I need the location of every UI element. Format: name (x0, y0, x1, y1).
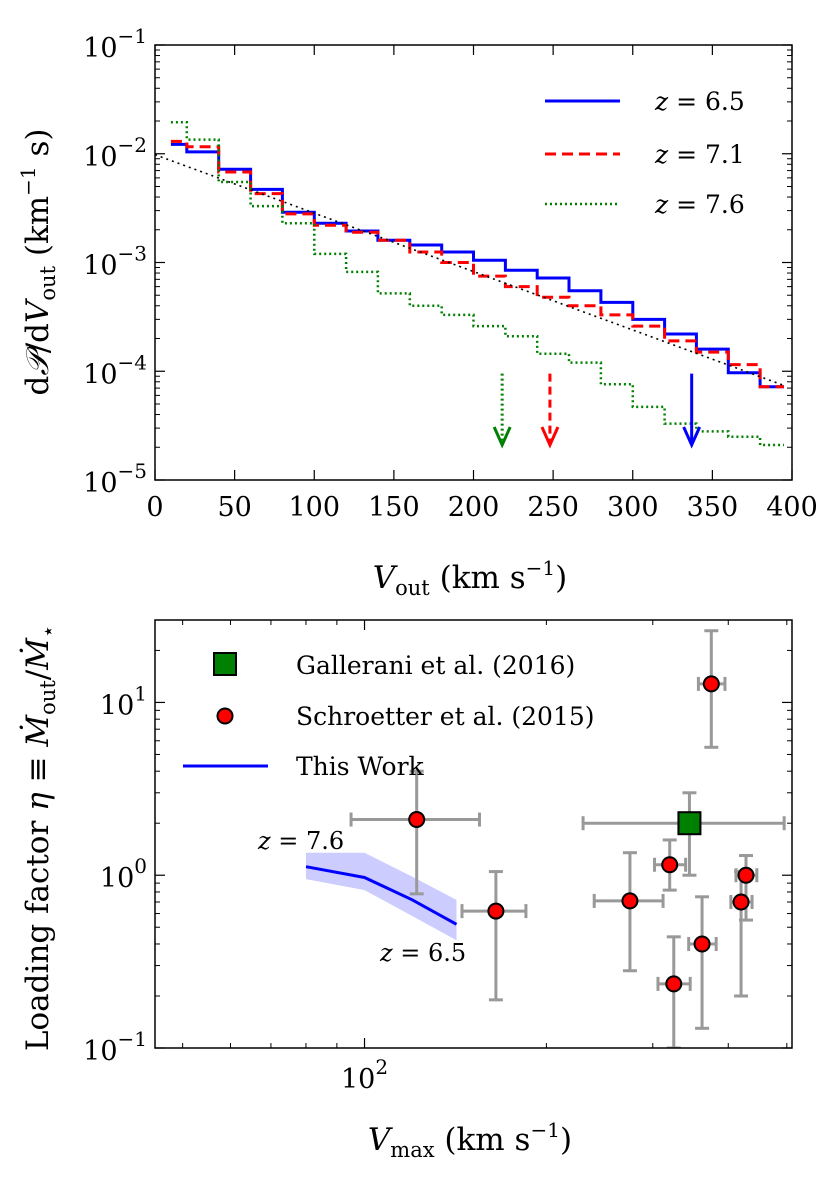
top-x-tick-label: 50 (217, 492, 251, 523)
schroetter-point-3 (661, 856, 679, 874)
top-y-tick-label: 10−4 (83, 350, 147, 390)
arrow-head-1 (540, 426, 560, 449)
top-x-tick-label: 200 (448, 492, 500, 523)
legend-label-schroetter: Schroetter et al. (2015) (296, 702, 595, 731)
bottom-axes-frame (154, 619, 793, 1049)
schroetter-point-0 (408, 811, 426, 829)
annotation-z76: z = 7.6 (257, 827, 344, 855)
top-x-tick-label: 100 (288, 492, 340, 523)
top-x-tick-label: 350 (687, 492, 739, 523)
top-panel: 0 50 100 150 200 250 300 350 400 10−1 10−2 10−3 10−4… (16, 24, 818, 600)
bottom-points-group (349, 629, 786, 1048)
legend-label-z65: z = 6.5 (654, 87, 745, 116)
bottom-y-axis-label: Loading factor η ≡ Ṁout/Ṁ⋆ (18, 625, 60, 1051)
schroetter-point-4 (665, 975, 683, 993)
annotation-z65: z = 6.5 (379, 939, 466, 967)
top-x-tick-label: 250 (527, 492, 579, 523)
legend-marker-gallerani (213, 652, 237, 676)
top-y-tick-label: 10−2 (83, 133, 147, 173)
top-x-tick-label: 150 (368, 492, 420, 523)
top-y-tick-label: 10−5 (83, 459, 147, 499)
bottom-y-tick-label: 10−1 (83, 1027, 147, 1067)
arrow-head-0 (492, 426, 512, 449)
schroetter-point-6 (702, 675, 720, 693)
series-z71-step-line (170, 139, 784, 389)
top-series-group (170, 120, 784, 447)
top-x-tick-label: 0 (146, 492, 163, 523)
legend-label-gallerani: Gallerani et al. (2016) (296, 651, 575, 680)
legend-label-z76: z = 7.6 (654, 190, 745, 219)
schroetter-point-1 (487, 902, 505, 920)
this-work-line (305, 865, 458, 926)
top-ticks-group: 0 50 100 150 200 250 300 350 400 10−1 10−2 10−3 10−4… (83, 24, 818, 523)
series-z76-step-line (170, 120, 784, 447)
gallerani-point (677, 811, 702, 836)
top-y-axis-label: d𝒫/dVout (km−1 s) (16, 129, 60, 396)
series-z65-step-line (170, 142, 784, 389)
bottom-legend: Gallerani et al. (2016) Schroetter et al… (183, 651, 595, 781)
top-fit-line (155, 153, 785, 387)
top-x-tick-label: 400 (766, 492, 818, 523)
schroetter-point-5 (693, 935, 711, 953)
bottom-panel: 10−1 100 101 102 z = 7.6 z = 6.5 Gallerani … (18, 619, 793, 1162)
arrow-head-2 (682, 426, 702, 449)
top-x-tick-label: 300 (607, 492, 659, 523)
top-x-axis-label: Vout (km s−1) (373, 556, 568, 600)
top-axes-frame (154, 44, 793, 481)
schroetter-point-8 (737, 866, 755, 884)
bottom-y-tick-label: 101 (100, 681, 147, 721)
top-y-tick-label: 10−1 (83, 24, 147, 64)
this-work-band (306, 852, 457, 941)
schroetter-point-7 (732, 893, 750, 911)
legend-label-this-work: This Work (296, 752, 425, 781)
bottom-y-tick-label: 100 (100, 854, 147, 894)
legend-label-z71: z = 7.1 (654, 140, 745, 169)
schroetter-point-2 (621, 892, 639, 910)
bottom-ticks-group: 10−1 100 101 102 (83, 619, 792, 1095)
top-y-tick-label: 10−3 (83, 242, 147, 282)
top-legend: z = 6.5 z = 7.1 z = 7.6 (545, 87, 745, 219)
legend-marker-schroetter (216, 707, 234, 725)
bottom-x-tick-label: 102 (341, 1055, 388, 1095)
top-arrows-group (492, 373, 702, 449)
bottom-x-axis-label: Vmax (km s−1) (368, 1118, 572, 1162)
